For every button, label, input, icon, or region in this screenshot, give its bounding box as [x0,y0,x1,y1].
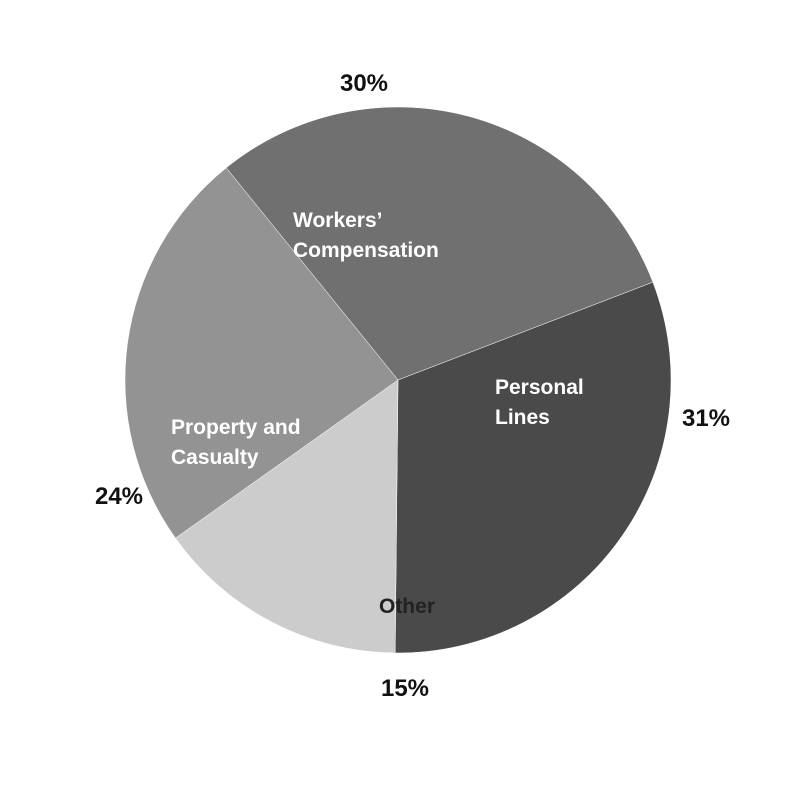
slice-label-workers-compensation: Workers’ Compensation [293,209,439,262]
pie-slice-workers-compensation [225,106,654,381]
slice-label-property-and-casualty: Property and Casualty [171,416,306,469]
slice-label-personal-lines: Personal Lines [495,376,590,429]
pie-slice-property-and-casualty [124,167,399,539]
slice-value-property-and-casualty: 24% [95,483,143,510]
slice-label-other: Other [379,595,435,618]
slice-value-other: 15% [381,675,429,702]
pie-slice-other [175,379,399,654]
pie-slice-personal-lines [394,281,672,654]
slice-value-workers-compensation: 30% [340,70,388,97]
slice-value-personal-lines: 31% [682,405,730,432]
